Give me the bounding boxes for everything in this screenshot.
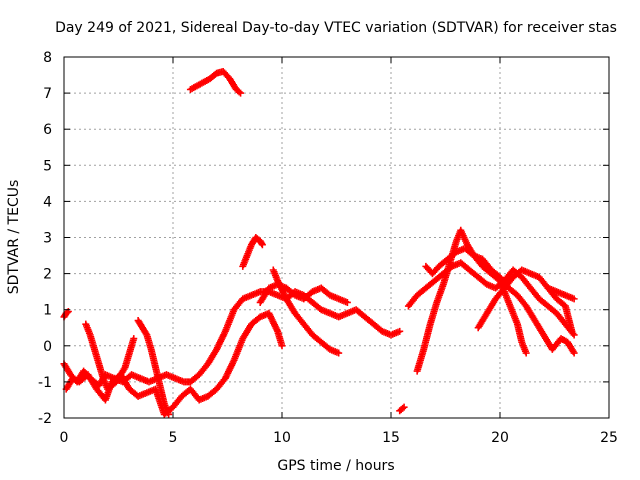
x-tick-label: 25 [600, 430, 618, 446]
y-tick-label: -1 [38, 375, 52, 391]
data-series [60, 288, 404, 390]
y-tick-label: 7 [43, 86, 52, 102]
x-tick-label: 10 [273, 430, 291, 446]
data-series [82, 320, 138, 393]
y-tick-label: 5 [43, 158, 52, 174]
data-point [130, 335, 138, 343]
tick-labels: 0 5 10 15 20 25 -2 -1 0 1 2 3 4 5 6 7 8 [38, 50, 618, 446]
data-series [134, 317, 173, 418]
data-series [544, 284, 578, 303]
data-series [62, 309, 286, 418]
grid-lines [64, 57, 609, 418]
x-tick-label: 5 [169, 430, 178, 446]
data-point [399, 404, 407, 412]
data-point [237, 89, 245, 97]
axis-ticks [63, 56, 610, 419]
y-tick-label: 8 [43, 50, 52, 66]
data-point [570, 331, 578, 339]
data-point [235, 88, 243, 96]
x-tick-label: 0 [60, 430, 69, 446]
data-point [522, 349, 530, 357]
x-axis-label: GPS time / hours [277, 458, 394, 474]
data-points [60, 67, 578, 418]
x-tick-label: 20 [491, 430, 509, 446]
y-axis-label: SDTVAR / TECUs [6, 180, 22, 295]
data-series [239, 234, 266, 270]
data-series [474, 266, 576, 335]
data-point [570, 349, 578, 357]
data-point [343, 298, 351, 306]
data-point [278, 342, 286, 350]
y-tick-label: 3 [43, 231, 52, 247]
x-tick-label: 15 [382, 430, 400, 446]
data-point [165, 410, 173, 418]
chart-title: Day 249 of 2021, Sidereal Day-to-day VTE… [55, 20, 617, 36]
y-tick-label: 4 [43, 194, 52, 210]
data-series [60, 308, 72, 321]
data-point [568, 327, 576, 335]
data-point [142, 330, 150, 338]
y-tick-label: 0 [43, 339, 52, 355]
y-tick-label: -2 [38, 411, 52, 427]
y-tick-label: 1 [43, 303, 52, 319]
y-tick-label: 2 [43, 267, 52, 283]
data-point [400, 403, 408, 411]
data-series [422, 244, 530, 357]
data-series [186, 67, 245, 97]
data-point [258, 241, 266, 249]
data-point [335, 349, 343, 357]
data-point [570, 295, 578, 303]
data-series [269, 266, 343, 357]
data-point [64, 308, 72, 316]
y-tick-label: 6 [43, 122, 52, 138]
data-series [396, 403, 408, 415]
data-point [396, 327, 404, 335]
